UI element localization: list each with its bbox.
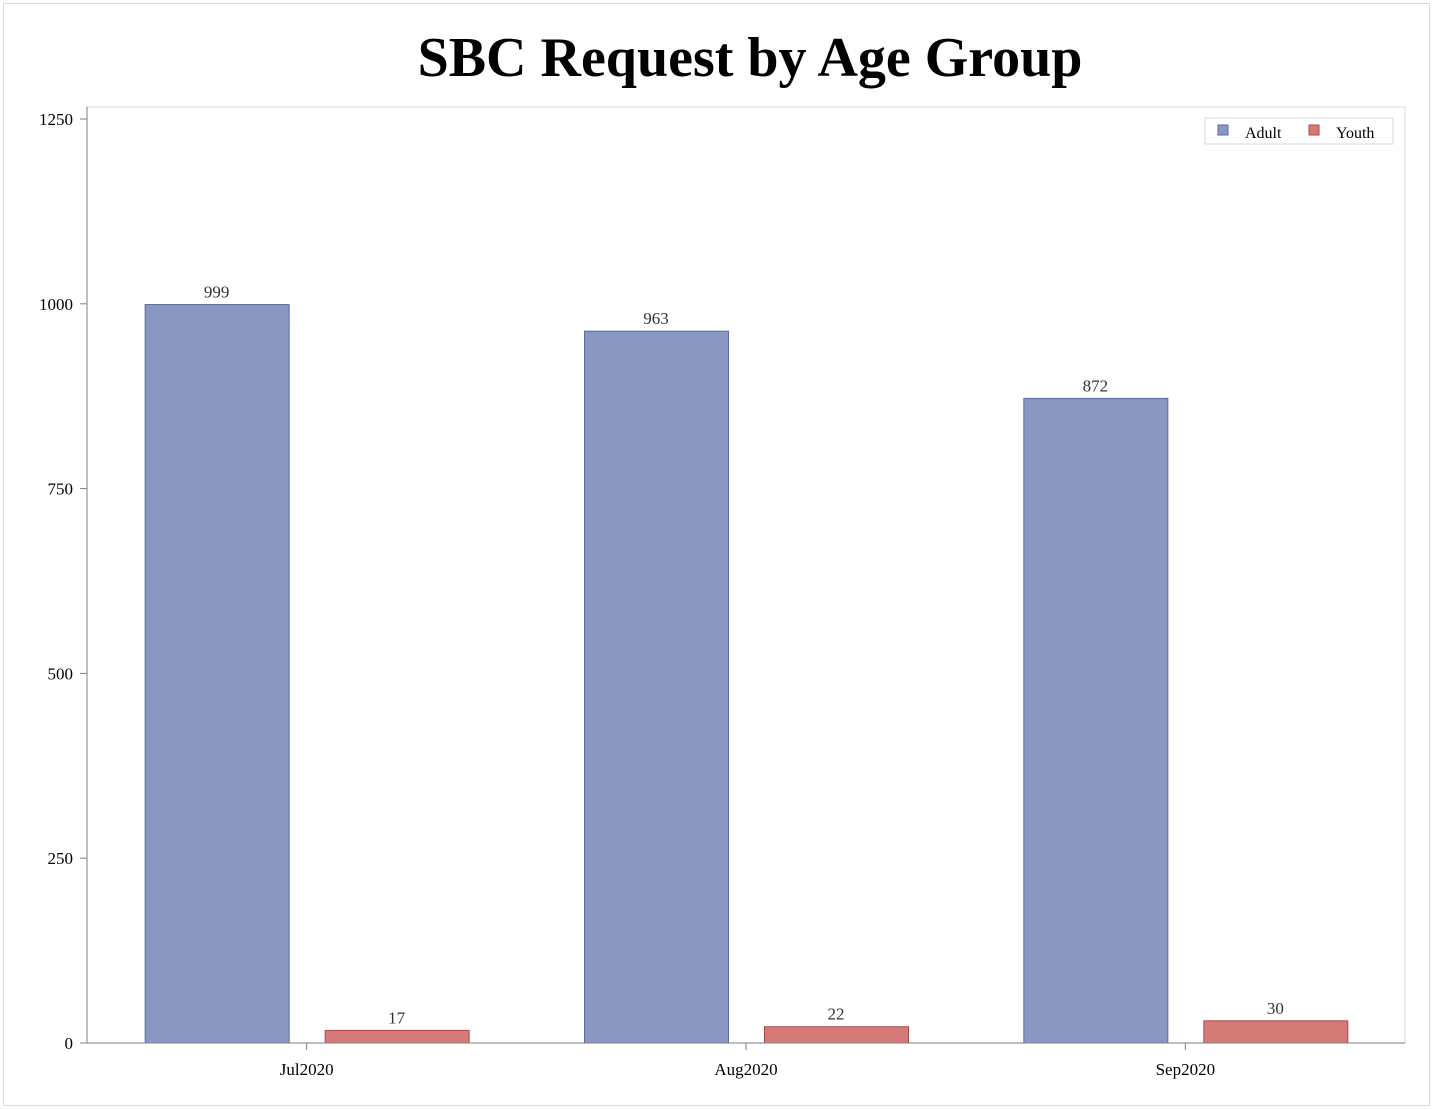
legend-swatch-adult: [1217, 124, 1229, 136]
bar-youth-sep2020: [1203, 1020, 1349, 1044]
y-tick-label: 750: [48, 480, 74, 499]
y-tick-label: 0: [65, 1034, 74, 1053]
y-tick-label: 250: [48, 849, 74, 868]
bar-youth-aug2020: [764, 1026, 909, 1044]
chart-frame: [3, 3, 1430, 1106]
legend-swatch-youth: [1308, 124, 1320, 136]
bar-adult-aug2020: [584, 330, 729, 1044]
y-axis: 0 250 500 750 1000 1250: [39, 107, 88, 1053]
x-tick-label: Sep2020: [1156, 1060, 1216, 1079]
data-label: 17: [388, 1008, 406, 1027]
chart-title: SBC Request by Age Group: [417, 27, 1083, 89]
bar-adult-sep2020: [1023, 397, 1169, 1044]
data-label: 963: [643, 309, 669, 328]
legend-box: [1204, 117, 1394, 145]
data-label: 872: [1083, 376, 1109, 395]
bars: [144, 304, 1349, 1044]
data-label: 30: [1267, 999, 1284, 1018]
data-label: 22: [828, 1005, 845, 1024]
x-tick-label: Jul2020: [280, 1060, 334, 1079]
bar-adult-jul2020: [144, 304, 290, 1044]
data-labels: 999 17 963 22 872 30: [204, 283, 1284, 1028]
legend: Adult Youth: [1204, 117, 1394, 145]
x-axis: Jul2020 Aug2020 Sep2020: [87, 1042, 1405, 1079]
x-tick-label: Aug2020: [714, 1060, 777, 1079]
bar-youth-jul2020: [324, 1029, 470, 1044]
y-tick-label: 1250: [39, 110, 73, 129]
legend-label-adult: Adult: [1245, 125, 1282, 142]
y-tick-label: 500: [48, 664, 74, 683]
data-label: 999: [204, 283, 230, 302]
legend-label-youth: Youth: [1336, 125, 1374, 142]
y-tick-label: 1000: [39, 295, 73, 314]
